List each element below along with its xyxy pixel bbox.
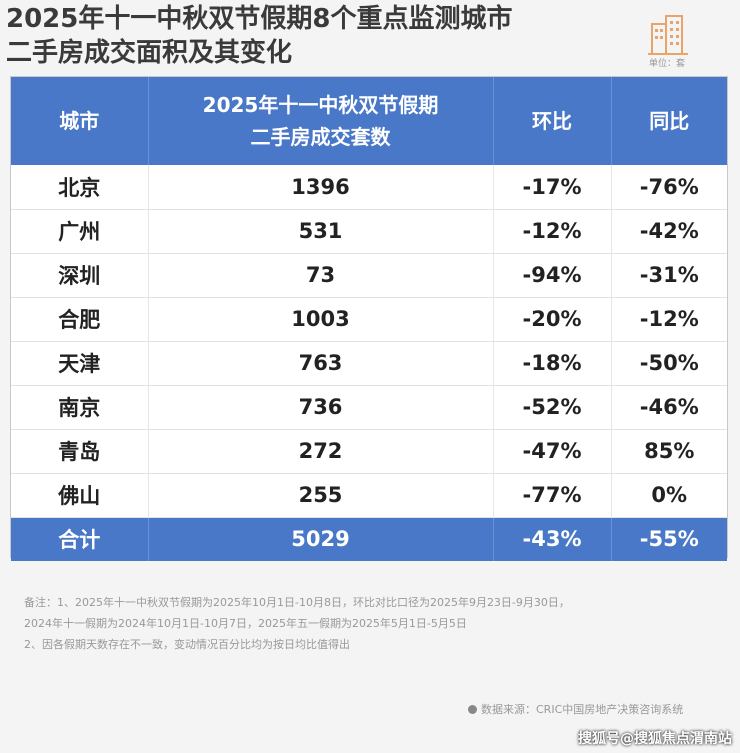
- header-yoy: 同比: [649, 109, 690, 133]
- note-line-1: 备注：1、2025年十一中秋双节假期为2025年10月1日-10月8日，环比对比…: [24, 596, 570, 609]
- title-line-1: 2025年十一中秋双节假期8个重点监测城市: [6, 4, 513, 34]
- note-line-3: 2、因各假期天数存在不一致，变动情况百分比均为按日均比值得出: [24, 638, 350, 651]
- total-count: 5029: [148, 517, 494, 561]
- cell-count: 763: [148, 341, 494, 386]
- cell-yoy: -46%: [611, 385, 727, 430]
- cell-yoy: 85%: [611, 429, 727, 474]
- cell-mom: -94%: [493, 253, 612, 298]
- cell-city: 南京: [11, 385, 149, 430]
- data-source: 数据来源：CRIC中国房地产决策咨询系统: [468, 701, 683, 717]
- table-row: 广州 531 -12% -42%: [11, 209, 727, 254]
- notes: 备注：1、2025年十一中秋双节假期为2025年10月1日-10月8日，环比对比…: [24, 592, 724, 655]
- source-text: 数据来源：CRIC中国房地产决策咨询系统: [481, 703, 684, 716]
- cell-city: 北京: [11, 165, 149, 210]
- cell-count: 736: [148, 385, 494, 430]
- cell-yoy: -31%: [611, 253, 727, 298]
- table-header-row: 城市 2025年十一中秋双节假期 二手房成交套数 环比 同比: [11, 77, 727, 165]
- table-row: 深圳 73 -94% -31%: [11, 253, 727, 298]
- cell-mom: -77%: [493, 473, 612, 518]
- header-count-line-1: 2025年十一中秋双节假期: [202, 93, 439, 117]
- unit-label: 单位：套: [649, 59, 686, 69]
- cell-mom: -47%: [493, 429, 612, 474]
- cell-yoy: -12%: [611, 297, 727, 342]
- header-city: 城市: [11, 77, 149, 165]
- header-mom: 环比: [493, 77, 612, 165]
- table-row: 合肥 1003 -20% -12%: [11, 297, 727, 342]
- cell-count: 255: [148, 473, 494, 518]
- table-row: 青岛 272 -47% 85%: [11, 429, 727, 474]
- cell-city: 青岛: [11, 429, 149, 474]
- table-row: 天津 763 -18% -50%: [11, 341, 727, 386]
- cell-yoy: -42%: [611, 209, 727, 254]
- cell-yoy: 0%: [611, 473, 727, 518]
- cell-mom: -18%: [493, 341, 612, 386]
- total-mom: -43%: [493, 517, 612, 561]
- table-row: 北京 1396 -17% -76%: [11, 165, 727, 210]
- cell-count: 531: [148, 209, 494, 254]
- cell-mom: -12%: [493, 209, 612, 254]
- cell-city: 广州: [11, 209, 149, 254]
- cell-count: 1396: [148, 165, 494, 210]
- table-row: 佛山 255 -77% 0%: [11, 473, 727, 518]
- cell-mom: -20%: [493, 297, 612, 342]
- cell-count: 1003: [148, 297, 494, 342]
- cell-yoy: -76%: [611, 165, 727, 210]
- total-label: 合计: [11, 517, 149, 561]
- source-dot-icon: [468, 705, 477, 714]
- cell-city: 深圳: [11, 253, 149, 298]
- cell-mom: -17%: [493, 165, 612, 210]
- cell-count: 272: [148, 429, 494, 474]
- data-table: 城市 2025年十一中秋双节假期 二手房成交套数 环比 同比 北京 1396 -…: [10, 76, 728, 561]
- header-count: 2025年十一中秋双节假期 二手房成交套数: [148, 77, 494, 165]
- title-line-2: 二手房成交面积及其变化: [6, 38, 293, 68]
- header-count-line-2: 二手房成交套数: [250, 125, 391, 149]
- table-row: 南京 736 -52% -46%: [11, 385, 727, 430]
- cell-city: 天津: [11, 341, 149, 386]
- cell-yoy: -50%: [611, 341, 727, 386]
- cell-mom: -52%: [493, 385, 612, 430]
- cell-city: 佛山: [11, 473, 149, 518]
- watermark: 搜狐号@搜狐焦点渭南站: [578, 731, 732, 747]
- building-icon: [648, 15, 688, 55]
- table-total-row: 合计 5029 -43% -55%: [11, 517, 727, 561]
- total-yoy: -55%: [639, 527, 699, 552]
- note-line-2: 2024年十一假期为2024年10月1日-10月7日，2025年五一假期为202…: [24, 617, 467, 630]
- cell-city: 合肥: [11, 297, 149, 342]
- cell-count: 73: [148, 253, 494, 298]
- page-title: 2025年十一中秋双节假期8个重点监测城市 二手房成交面积及其变化: [6, 2, 512, 70]
